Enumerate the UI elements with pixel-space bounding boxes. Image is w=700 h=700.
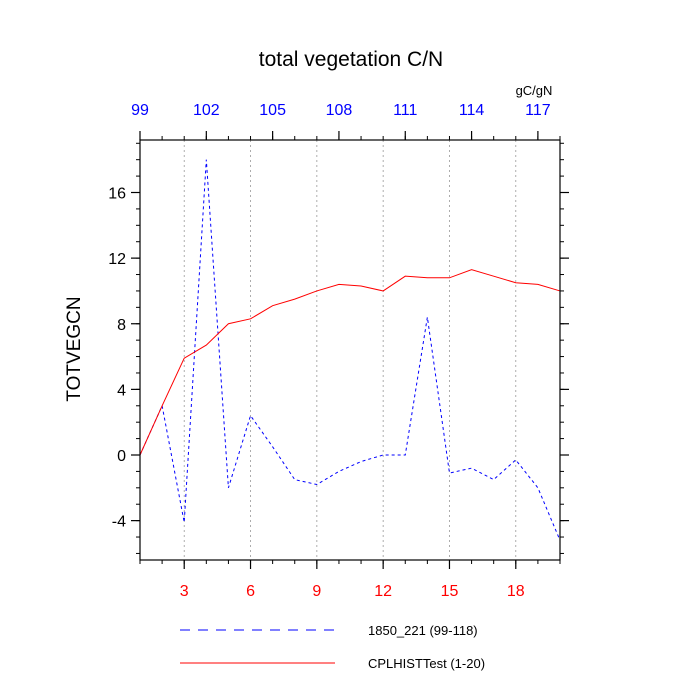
- y-tick-label: 8: [117, 317, 126, 334]
- x-bottom-tick-label: 3: [180, 583, 189, 600]
- x-bottom-tick-label: 12: [374, 583, 392, 600]
- units-label: gC/gN: [516, 83, 553, 98]
- x-bottom-tick-label: 18: [507, 583, 525, 600]
- legend: 1850_221 (99-118) CPLHISTTest (1-20): [180, 623, 485, 671]
- series-line-cplhisttest: [139, 269, 561, 456]
- x-bottom-tick-label: 15: [441, 583, 459, 600]
- y-tick-label: 0: [117, 448, 126, 465]
- series-line-1850-221: [139, 159, 561, 541]
- legend-label-cplhisttest: CPLHISTTest (1-20): [368, 656, 485, 671]
- y-tick-label: -4: [112, 514, 126, 531]
- x-bottom-tick-label: 6: [246, 583, 255, 600]
- x-top-tick-label: 114: [459, 102, 485, 119]
- y-tick-label: 16: [108, 186, 126, 203]
- x-top-tick-label: 105: [259, 102, 286, 119]
- chart-title: total vegetation C/N: [259, 48, 443, 71]
- y-tick-label: 4: [117, 382, 126, 399]
- series-group: [139, 159, 561, 541]
- y-tick-label: 12: [108, 251, 126, 268]
- legend-label-1850-221: 1850_221 (99-118): [368, 623, 478, 638]
- x-top-tick-label: 108: [326, 102, 353, 119]
- x-top-tick-label: 102: [193, 102, 220, 119]
- grid-lines: [183, 140, 517, 560]
- x-top-tick-label: 117: [525, 102, 551, 119]
- axis-ticks: 3 6 9 12 15 18 99 102 105 108 111 114 117 -4 0 4 8 12 16: [108, 102, 569, 600]
- x-top-tick-label: 99: [131, 102, 149, 119]
- x-top-tick-label: 111: [393, 102, 417, 119]
- y-axis-label: TOTVEGCN: [64, 296, 85, 401]
- plot-frame: [139, 139, 561, 561]
- x-bottom-tick-label: 9: [312, 583, 321, 600]
